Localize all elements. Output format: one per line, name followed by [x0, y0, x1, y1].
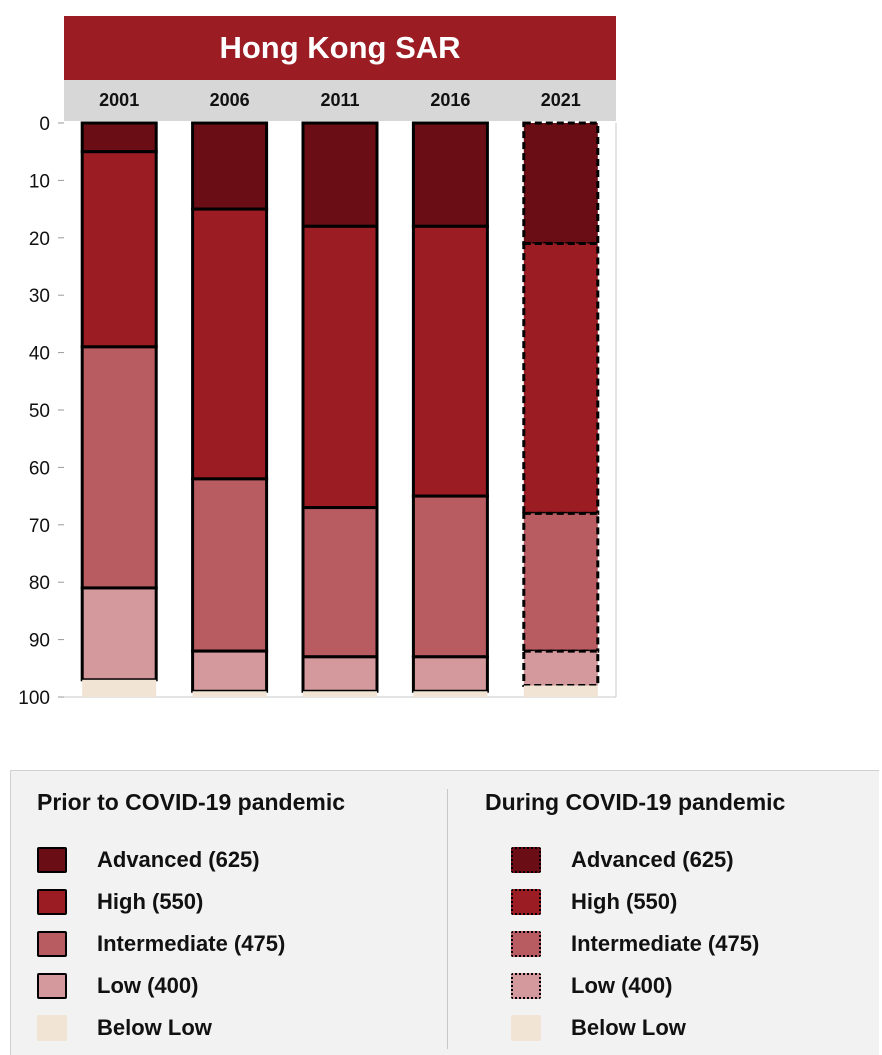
bar-segment — [301, 655, 379, 693]
bar-segment — [523, 685, 598, 697]
legend-label: Below Low — [571, 1015, 686, 1040]
bar-segment — [80, 586, 158, 682]
legend-swatch — [37, 889, 67, 915]
bar-segment — [522, 649, 600, 688]
year-label: 2001 — [99, 90, 140, 110]
legend-swatch — [37, 847, 67, 873]
bar-segment — [191, 477, 269, 653]
chart-title: Hong Kong SAR — [64, 16, 616, 80]
legend-label: Advanced (625) — [97, 847, 260, 872]
bar-segment — [192, 691, 267, 697]
legend-swatch — [37, 973, 67, 999]
bar-segment — [522, 121, 600, 246]
bar-segment — [411, 121, 489, 228]
legend: Prior to COVID-19 pandemic Advanced (625… — [10, 770, 879, 1055]
bar-segment — [303, 691, 377, 697]
bar-segment — [411, 494, 489, 659]
legend-label: Intermediate (475) — [97, 931, 286, 956]
y-tick-label: 80 — [29, 573, 50, 594]
y-tick-label: 20 — [29, 229, 50, 250]
bar-segment — [191, 649, 269, 693]
year-label: 2006 — [209, 90, 250, 110]
legend-divider — [447, 789, 448, 1049]
bar-segment — [80, 121, 158, 154]
bar-segment — [80, 345, 158, 590]
y-tick-label: 60 — [29, 458, 50, 479]
bar-segment — [301, 506, 379, 659]
y-tick-label: 100 — [18, 688, 50, 709]
legend-swatch — [511, 1015, 541, 1041]
y-tick-label: 40 — [29, 344, 50, 365]
y-tick-label: 10 — [29, 171, 50, 192]
legend-during-heading: During COVID-19 pandemic — [485, 789, 786, 815]
bar-segment — [191, 207, 269, 481]
year-label: 2021 — [540, 90, 581, 110]
bar-segment — [413, 691, 488, 697]
y-tick-label: 50 — [29, 401, 50, 422]
legend-swatch — [511, 889, 541, 915]
bar-segment — [301, 121, 379, 228]
legend-swatch — [37, 1015, 67, 1041]
year-label: 2016 — [430, 90, 471, 110]
legend-swatch — [511, 973, 541, 999]
stacked-bar-chart: 0 10 20 30 40 50 60 70 80 90 100 — [18, 114, 617, 709]
legend-label: Intermediate (475) — [571, 931, 760, 956]
bar-segment — [80, 150, 158, 349]
legend-label: Below Low — [97, 1015, 212, 1040]
bar-segment — [522, 242, 600, 515]
y-tick-label: 90 — [29, 631, 50, 652]
legend-label: High (550) — [571, 889, 678, 914]
y-tick-label: 0 — [39, 114, 50, 135]
year-label: 2011 — [320, 90, 360, 110]
year-header-bar: 2001 2006 2011 2016 2021 — [64, 80, 616, 121]
legend-swatch — [511, 931, 541, 957]
bar-segment — [301, 224, 379, 510]
bar-segment — [522, 511, 600, 653]
legend-label: Low (400) — [97, 973, 199, 998]
y-tick-label: 70 — [29, 516, 50, 537]
legend-label: High (550) — [97, 889, 204, 914]
bar-segment — [411, 224, 489, 498]
legend-prior-heading: Prior to COVID-19 pandemic — [37, 789, 346, 815]
y-tick-label: 30 — [29, 286, 50, 307]
legend-swatch — [37, 931, 67, 957]
bar-segment — [411, 655, 489, 693]
bar-segment — [82, 679, 157, 697]
bar-segment — [191, 121, 269, 211]
legend-label: Low (400) — [571, 973, 673, 998]
legend-swatch — [511, 847, 541, 873]
legend-label: Advanced (625) — [571, 847, 734, 872]
